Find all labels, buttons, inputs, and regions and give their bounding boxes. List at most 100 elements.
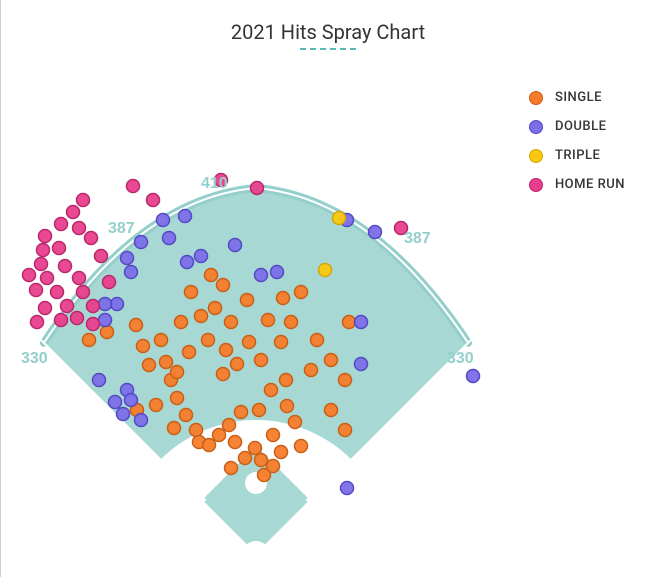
hit-point <box>59 260 72 273</box>
hit-point <box>339 374 352 387</box>
hit-point <box>262 314 275 327</box>
hit-point <box>73 272 86 285</box>
hit-point <box>277 292 290 305</box>
hit-point <box>30 284 43 297</box>
hit-point <box>180 409 193 422</box>
hit-point <box>265 384 278 397</box>
hit-point <box>190 424 203 437</box>
hit-point <box>125 266 138 279</box>
hit-point <box>175 316 188 329</box>
hit-point <box>163 232 176 245</box>
hit-point <box>289 416 302 429</box>
hit-point <box>23 269 36 282</box>
hit-point <box>241 294 254 307</box>
hit-point <box>127 180 140 193</box>
hit-point <box>77 194 90 207</box>
legend: SINGLE DOUBLE TRIPLE HOME RUN <box>529 90 625 206</box>
hit-point <box>195 310 208 323</box>
hit-point <box>339 424 352 437</box>
hit-point <box>181 256 194 269</box>
hit-point <box>61 300 74 313</box>
hit-point <box>343 316 356 329</box>
hit-point <box>325 354 338 367</box>
legend-label-single: SINGLE <box>555 90 602 105</box>
hit-point <box>249 442 262 455</box>
hit-point <box>239 452 252 465</box>
hit-point <box>39 302 52 315</box>
legend-label-double: DOUBLE <box>555 119 607 134</box>
hit-point <box>255 454 268 467</box>
hit-point <box>467 370 480 383</box>
hit-point <box>121 252 134 265</box>
hit-point <box>225 316 238 329</box>
field-distance-label: 387 <box>404 230 431 248</box>
hit-point <box>109 396 122 409</box>
hit-point <box>77 286 90 299</box>
hit-point <box>231 358 244 371</box>
hit-point <box>255 269 268 282</box>
hit-point <box>87 318 100 331</box>
legend-swatch-homerun <box>529 178 543 192</box>
field-distance-label: 410 <box>201 175 228 193</box>
hit-point <box>135 414 148 427</box>
hit-point <box>85 232 98 245</box>
legend-item-double: DOUBLE <box>529 119 625 134</box>
hit-point <box>202 334 215 347</box>
hit-point <box>255 354 268 367</box>
hit-point <box>55 218 68 231</box>
hit-point <box>101 326 114 339</box>
hit-point <box>235 406 248 419</box>
field-distance-label: 330 <box>21 350 48 368</box>
hit-point <box>217 279 230 292</box>
hit-point <box>203 439 216 452</box>
hit-point <box>325 404 338 417</box>
hit-point <box>223 419 236 432</box>
hit-point <box>137 340 150 353</box>
hit-point <box>251 182 264 195</box>
chart-title: 2021 Hits Spray Chart <box>1 20 654 44</box>
hit-point <box>275 446 288 459</box>
hit-point <box>253 404 266 417</box>
hit-point <box>213 429 226 442</box>
hit-point <box>267 460 280 473</box>
hit-point <box>295 440 308 453</box>
legend-item-triple: TRIPLE <box>529 148 625 163</box>
legend-item-single: SINGLE <box>529 90 625 105</box>
hit-point <box>281 400 294 413</box>
hit-point <box>111 298 124 311</box>
hit-point <box>195 250 208 263</box>
hit-point <box>51 286 64 299</box>
hit-point <box>99 298 112 311</box>
hit-point <box>171 392 184 405</box>
legend-label-homerun: HOME RUN <box>555 177 625 192</box>
hit-point <box>333 212 346 225</box>
hit-point <box>271 266 284 279</box>
legend-item-homerun: HOME RUN <box>529 177 625 192</box>
legend-label-triple: TRIPLE <box>555 148 600 163</box>
hit-point <box>147 194 160 207</box>
title-underline <box>300 48 356 50</box>
hit-point <box>87 300 100 313</box>
hit-point <box>341 482 354 495</box>
hit-point <box>217 368 230 381</box>
hit-point <box>355 358 368 371</box>
hit-point <box>117 408 130 421</box>
hit-point <box>160 356 173 369</box>
hit-point <box>71 312 84 325</box>
hit-point <box>35 258 48 271</box>
field-distance-label: 387 <box>108 220 135 238</box>
hit-point <box>73 222 86 235</box>
hit-point <box>67 206 80 219</box>
hit-point <box>53 242 66 255</box>
hit-point <box>220 344 233 357</box>
hit-point <box>183 346 196 359</box>
hit-point <box>185 286 198 299</box>
hit-point <box>103 276 116 289</box>
hit-point <box>155 334 168 347</box>
hit-point <box>93 374 106 387</box>
hit-point <box>311 334 324 347</box>
hit-point <box>319 264 332 277</box>
legend-swatch-triple <box>529 149 543 163</box>
hit-point <box>37 244 50 257</box>
field-distance-label: 330 <box>447 350 474 368</box>
